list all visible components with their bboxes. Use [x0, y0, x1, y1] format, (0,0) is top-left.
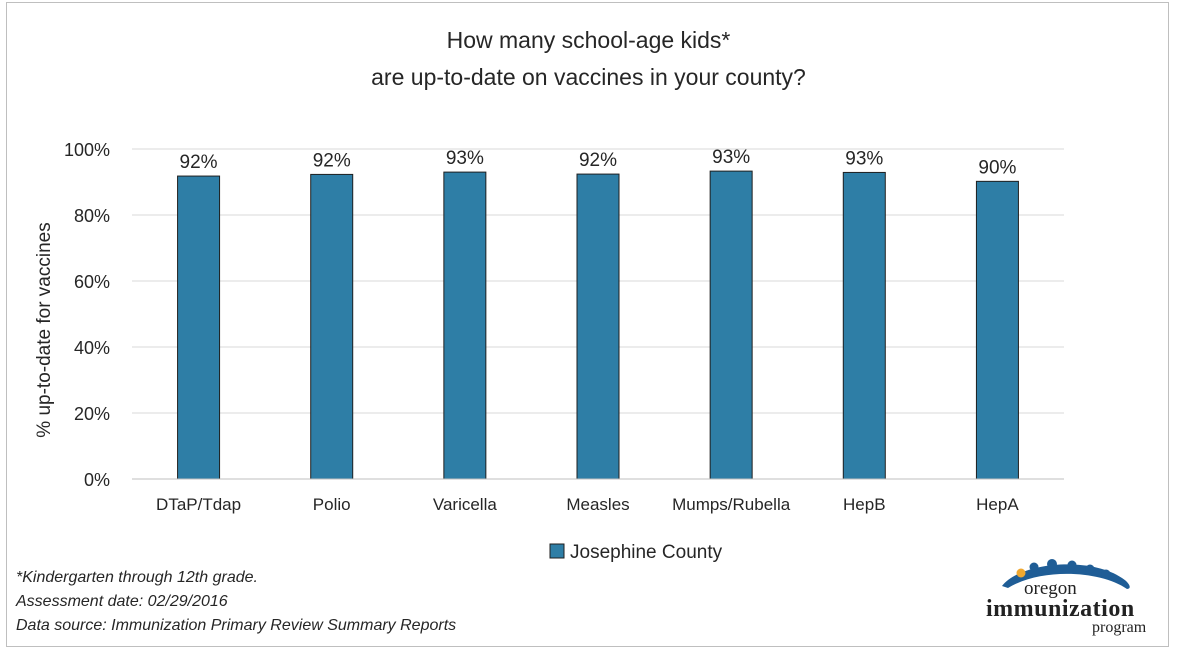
bar-value-label: 92%	[579, 150, 617, 171]
legend-swatch	[549, 543, 565, 559]
footnotes: *Kindergarten through 12th grade. Assess…	[16, 566, 456, 638]
bar-value-label: 93%	[712, 147, 750, 168]
bar-value-label: 92%	[180, 152, 218, 173]
footnote-grade: *Kindergarten through 12th grade.	[16, 569, 258, 586]
x-tick-label: Measles	[566, 495, 629, 514]
x-tick-label: HepB	[843, 495, 886, 514]
y-tick-label: 20%	[74, 404, 110, 424]
bar-value-label: 90%	[978, 157, 1016, 178]
x-axis-ticks: DTaP/Tdap Polio Varicella Measles Mumps/Rube…	[156, 495, 1019, 514]
y-axis-ticks: 0% 20% 40% 60% 80% 100%	[64, 140, 110, 490]
bar	[709, 170, 753, 480]
footnote-assessment-date: Assessment date: 02/29/2016	[16, 593, 228, 610]
y-tick-label: 80%	[74, 206, 110, 226]
chart-title-line-1: How many school-age kids*	[446, 27, 731, 53]
bar	[576, 173, 620, 480]
x-tick-label: DTaP/Tdap	[156, 495, 241, 514]
y-tick-label: 100%	[64, 140, 110, 160]
y-tick-label: 60%	[74, 272, 110, 292]
logo-people-icon	[1002, 559, 1130, 589]
bar	[842, 171, 886, 480]
legend-label: Josephine County	[570, 542, 723, 563]
x-tick-label: Varicella	[433, 495, 497, 514]
x-tick-label: Polio	[313, 495, 351, 514]
bar	[443, 171, 487, 480]
bar	[975, 180, 1019, 480]
oregon-immunization-logo: oregon immunization program	[980, 556, 1170, 640]
bar-value-labels: 92% 92% 93% 92% 93% 93% 90%	[180, 147, 1017, 178]
x-tick-label: HepA	[976, 495, 1019, 514]
footnote-data-source: Data source: Immunization Primary Review…	[16, 617, 457, 634]
bar	[310, 173, 354, 480]
y-tick-label: 40%	[74, 338, 110, 358]
logo-text-immunization: immunization	[986, 596, 1135, 622]
logo-text-oregon: oregon	[1024, 578, 1077, 599]
x-tick-label: Mumps/Rubella	[672, 495, 791, 514]
chart-title: How many school-age kids* are up-to-date…	[0, 22, 1177, 96]
bars	[177, 170, 1019, 480]
legend: Josephine County	[549, 542, 723, 563]
bar	[177, 175, 221, 480]
y-tick-label: 0%	[84, 470, 110, 490]
bar-value-label: 93%	[446, 148, 484, 169]
bar-value-label: 93%	[845, 148, 883, 169]
logo-text-program: program	[1092, 619, 1147, 636]
bar-value-label: 92%	[313, 150, 351, 171]
y-axis-label: % up-to-date for vaccines	[34, 222, 55, 437]
chart-title-line-2: are up-to-date on vaccines in your count…	[371, 64, 806, 90]
